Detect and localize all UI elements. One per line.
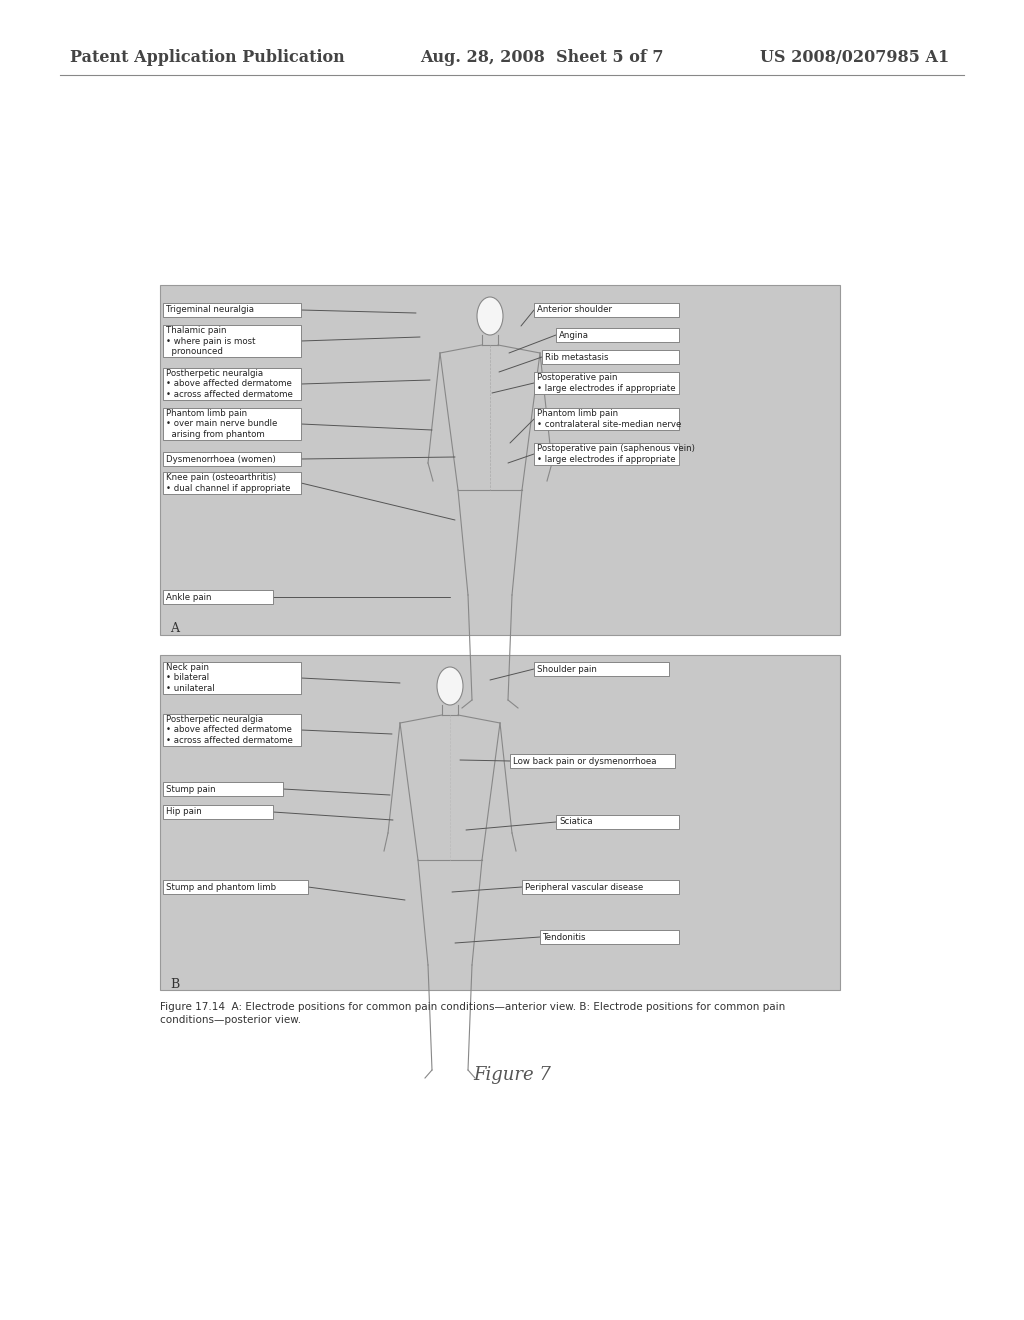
Text: Rib metastasis: Rib metastasis <box>545 352 608 362</box>
Text: Postherpetic neuralgia
• above affected dermatome
• across affected dermatome: Postherpetic neuralgia • above affected … <box>166 368 293 399</box>
FancyBboxPatch shape <box>534 408 679 430</box>
Text: Sciatica: Sciatica <box>559 817 593 826</box>
Text: Angina: Angina <box>559 330 589 339</box>
Text: Knee pain (osteoarthritis)
• dual channel if appropriate: Knee pain (osteoarthritis) • dual channe… <box>166 473 291 492</box>
FancyBboxPatch shape <box>534 444 679 465</box>
FancyBboxPatch shape <box>522 880 679 894</box>
FancyBboxPatch shape <box>163 714 301 746</box>
Text: Aug. 28, 2008  Sheet 5 of 7: Aug. 28, 2008 Sheet 5 of 7 <box>420 49 664 66</box>
FancyBboxPatch shape <box>534 372 679 393</box>
Text: Peripheral vascular disease: Peripheral vascular disease <box>525 883 643 891</box>
Text: Low back pain or dysmenorrhoea: Low back pain or dysmenorrhoea <box>513 756 656 766</box>
FancyBboxPatch shape <box>510 754 675 768</box>
Text: Figure 17.14  A: Electrode positions for common pain conditions—anterior view. B: Figure 17.14 A: Electrode positions for … <box>160 1002 785 1026</box>
Text: Stump and phantom limb: Stump and phantom limb <box>166 883 276 891</box>
Text: US 2008/0207985 A1: US 2008/0207985 A1 <box>760 49 949 66</box>
Text: B: B <box>170 978 179 991</box>
FancyBboxPatch shape <box>160 285 840 635</box>
Text: Phantom limb pain
• contralateral site-median nerve: Phantom limb pain • contralateral site-m… <box>537 409 681 429</box>
FancyBboxPatch shape <box>540 931 679 944</box>
FancyBboxPatch shape <box>534 304 679 317</box>
FancyBboxPatch shape <box>163 325 301 356</box>
Ellipse shape <box>477 297 503 335</box>
FancyBboxPatch shape <box>163 368 301 400</box>
FancyBboxPatch shape <box>163 304 301 317</box>
Text: A: A <box>170 622 179 635</box>
Ellipse shape <box>437 667 463 705</box>
Text: Neck pain
• bilateral
• unilateral: Neck pain • bilateral • unilateral <box>166 663 215 693</box>
Text: Phantom limb pain
• over main nerve bundle
  arising from phantom: Phantom limb pain • over main nerve bund… <box>166 409 278 440</box>
FancyBboxPatch shape <box>163 880 308 894</box>
Text: Thalamic pain
• where pain is most
  pronounced: Thalamic pain • where pain is most prono… <box>166 326 256 356</box>
FancyBboxPatch shape <box>556 327 679 342</box>
FancyBboxPatch shape <box>163 451 301 466</box>
Text: Trigeminal neuralgia: Trigeminal neuralgia <box>166 305 254 314</box>
FancyBboxPatch shape <box>163 590 273 605</box>
Text: Hip pain: Hip pain <box>166 808 202 817</box>
Text: Figure 7: Figure 7 <box>473 1067 551 1084</box>
FancyBboxPatch shape <box>163 781 283 796</box>
FancyBboxPatch shape <box>160 655 840 990</box>
Text: Postoperative pain (saphenous vein)
• large electrodes if appropriate: Postoperative pain (saphenous vein) • la… <box>537 444 695 463</box>
Text: Ankle pain: Ankle pain <box>166 593 212 602</box>
Text: Dysmenorrhoea (women): Dysmenorrhoea (women) <box>166 454 275 463</box>
FancyBboxPatch shape <box>163 805 273 818</box>
FancyBboxPatch shape <box>163 663 301 694</box>
Text: Patent Application Publication: Patent Application Publication <box>70 49 345 66</box>
Text: Postherpetic neuralgia
• above affected dermatome
• across affected dermatome: Postherpetic neuralgia • above affected … <box>166 714 293 746</box>
Text: Stump pain: Stump pain <box>166 784 216 793</box>
FancyBboxPatch shape <box>163 473 301 494</box>
Text: Postoperative pain
• large electrodes if appropriate: Postoperative pain • large electrodes if… <box>537 374 676 393</box>
Text: Shoulder pain: Shoulder pain <box>537 664 597 673</box>
FancyBboxPatch shape <box>556 814 679 829</box>
FancyBboxPatch shape <box>534 663 669 676</box>
FancyBboxPatch shape <box>542 350 679 364</box>
FancyBboxPatch shape <box>163 408 301 440</box>
Text: Anterior shoulder: Anterior shoulder <box>537 305 612 314</box>
Text: Tendonitis: Tendonitis <box>543 932 587 941</box>
